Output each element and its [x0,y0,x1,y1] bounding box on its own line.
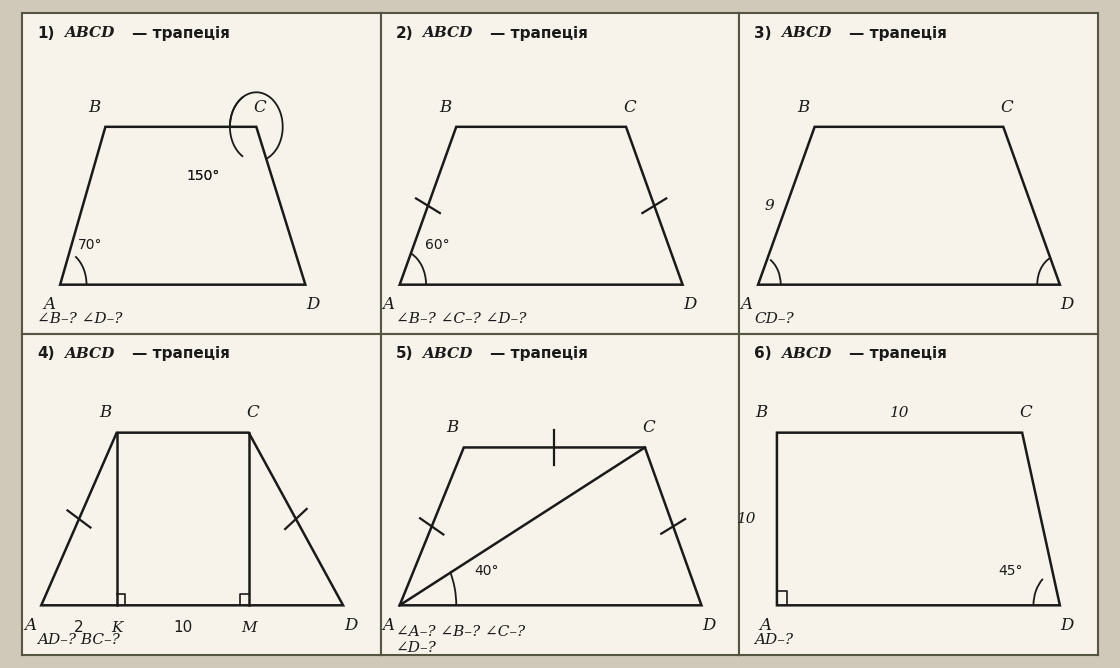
Text: 5): 5) [395,346,413,361]
Text: 2: 2 [74,620,84,635]
Text: 1): 1) [37,25,55,41]
Text: CD–?: CD–? [754,312,794,326]
Text: — трапеція: — трапеція [491,25,588,41]
Text: ∠B–? ∠D–?: ∠B–? ∠D–? [37,312,123,326]
Text: 3): 3) [754,25,772,41]
Text: 9: 9 [765,199,774,212]
Text: D: D [306,296,319,313]
Text: A: A [24,617,36,633]
Text: C: C [246,404,259,422]
Text: ABCD: ABCD [422,26,473,40]
Text: — трапеція: — трапеція [132,25,230,41]
Text: 45°: 45° [999,564,1023,578]
Text: D: D [344,617,357,633]
Text: ABCD: ABCD [64,26,114,40]
Text: ∠A–? ∠B–? ∠C–?
∠D–?: ∠A–? ∠B–? ∠C–? ∠D–? [395,625,525,655]
Text: A: A [759,617,772,633]
Text: K: K [111,621,122,635]
Text: 40°: 40° [474,564,498,578]
Text: C: C [624,99,636,116]
Text: C: C [254,99,267,116]
Text: 60°: 60° [426,238,450,253]
Text: A: A [740,296,753,313]
Text: 10: 10 [889,406,909,420]
Text: B: B [447,420,458,436]
Text: M: M [241,621,256,635]
Text: 6): 6) [754,346,772,361]
Text: B: B [100,404,112,422]
Text: 150°: 150° [187,169,221,183]
Text: B: B [88,99,100,116]
Text: 150°: 150° [187,169,221,183]
Text: — трапеція: — трапеція [849,346,946,361]
Text: A: A [43,296,55,313]
Text: B: B [439,99,451,116]
Text: 70°: 70° [78,238,103,253]
Text: D: D [1061,296,1074,313]
Text: AD–? BC–?: AD–? BC–? [37,633,120,647]
Text: ABCD: ABCD [422,347,473,361]
Text: 4): 4) [37,346,55,361]
Text: A: A [382,296,394,313]
Text: 10: 10 [174,620,193,635]
Text: — трапеція: — трапеція [132,346,230,361]
Text: B: B [756,404,768,422]
Text: C: C [642,420,655,436]
Text: AD–?: AD–? [754,633,793,647]
Text: C: C [1019,404,1033,422]
Text: C: C [1000,99,1014,116]
Text: D: D [1061,617,1074,633]
Text: — трапеція: — трапеція [849,25,946,41]
Text: D: D [683,296,697,313]
Text: D: D [702,617,716,633]
Text: ∠B–? ∠C–? ∠D–?: ∠B–? ∠C–? ∠D–? [395,312,526,326]
Text: ABCD: ABCD [781,26,831,40]
Text: ABCD: ABCD [781,347,831,361]
Text: 2): 2) [395,25,413,41]
Text: — трапеція: — трапеція [491,346,588,361]
Text: 10: 10 [737,512,756,526]
Text: ABCD: ABCD [64,347,114,361]
Text: B: B [797,99,810,116]
Text: A: A [382,617,394,633]
